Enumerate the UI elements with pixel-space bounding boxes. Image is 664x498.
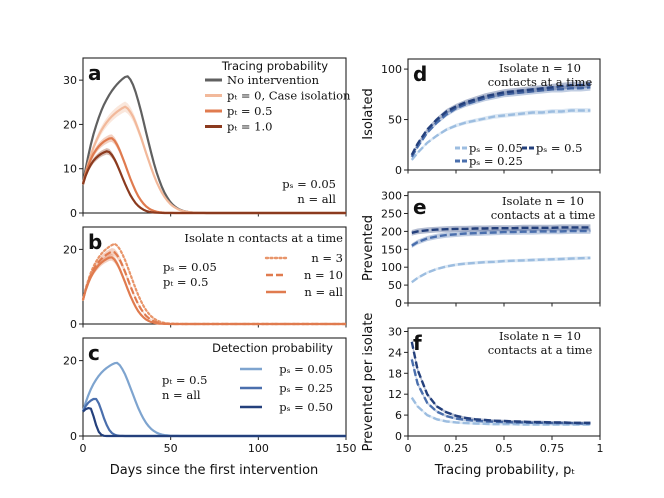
annotation-line: n = all <box>297 192 336 206</box>
legend-label: pₛ = 0.25 <box>279 381 333 395</box>
series-line-1 <box>410 86 591 158</box>
panel-title: Isolate n = 10 <box>499 61 581 75</box>
y-tick-label: 0 <box>395 297 402 310</box>
legend-label: pₜ = 1.0 <box>227 120 272 134</box>
x-tick-label: 1 <box>597 442 604 455</box>
y-tick-label: 300 <box>381 190 402 203</box>
y-tick-label: 12 <box>388 388 402 401</box>
panel-e: 0 50 100 150 200 250 300 e Isolate n = 10contact… <box>361 190 601 310</box>
series-band-3 <box>83 148 346 213</box>
y-axis-label: Isolated <box>361 88 376 140</box>
legend-label: pₛ = 0.25 <box>469 154 523 168</box>
x-tick-label: 50 <box>164 442 178 455</box>
y-tick-label: 0 <box>70 207 77 220</box>
y-tick-label: 18 <box>388 367 402 380</box>
series-line-1 <box>410 359 591 425</box>
y-tick-label: 10 <box>63 163 77 176</box>
series-line-2 <box>81 256 346 326</box>
y-tick-label: 150 <box>381 243 402 256</box>
legend-label: pₜ = 0, Case isolation <box>227 89 351 103</box>
x-axis-label: Days since the first intervention <box>110 463 319 478</box>
legend-label: n = 3 <box>311 251 343 265</box>
series-line-0 <box>81 242 348 326</box>
series-band-2 <box>83 134 346 213</box>
series-band-1 <box>411 356 591 425</box>
panel-b: 0 20 b Isolate n contacts at a time n = 3 n =… <box>63 226 348 331</box>
panel-title: Isolate n = 10 <box>499 329 581 343</box>
y-tick-label: 0 <box>395 430 402 443</box>
y-axis-label: Prevented <box>361 215 376 281</box>
legend-label: pₛ = 0.05 <box>469 141 523 155</box>
series-line-2 <box>411 226 591 234</box>
y-tick-label: 100 <box>381 63 402 76</box>
y-tick-label: 20 <box>63 243 77 256</box>
series-line-0 <box>410 109 591 161</box>
x-tick-label: 150 <box>336 442 357 455</box>
legend-label: n = all <box>304 285 343 299</box>
legend-label: pₛ = 0.50 <box>279 400 333 414</box>
x-tick-label: 0 <box>80 442 87 455</box>
series-line-0 <box>410 397 591 426</box>
y-tick-label: 250 <box>381 207 402 220</box>
annotation-line: pₛ = 0.05 <box>163 260 217 274</box>
x-tick-label: 100 <box>248 442 269 455</box>
series-band-2 <box>411 80 591 157</box>
panel-title: Isolate n = 10 <box>502 194 584 208</box>
panel-label: f <box>413 331 422 355</box>
series-line-2 <box>410 83 591 156</box>
y-tick-label: 50 <box>388 114 402 127</box>
panel-label: c <box>88 341 100 365</box>
legend-label: n = 10 <box>304 268 343 282</box>
y-tick-label: 30 <box>388 325 402 338</box>
x-tick-label: 0.75 <box>540 442 565 455</box>
y-tick-label: 6 <box>395 409 402 422</box>
y-tick-label: 0 <box>70 318 77 331</box>
series-line-3 <box>81 150 346 215</box>
y-tick-label: 100 <box>381 261 402 274</box>
annotation-line: pₜ = 0.5 <box>163 275 208 289</box>
series-line-2 <box>410 341 591 424</box>
x-axis-label: Tracing probability, pₜ <box>434 463 576 478</box>
legend-title: Detection probability <box>212 341 333 355</box>
series-line-2 <box>82 407 346 438</box>
panel-label: b <box>88 230 102 254</box>
legend-label: pₛ = 0.5 <box>536 141 582 155</box>
y-axis-label: Prevented per isolate <box>361 313 376 452</box>
y-tick-label: 30 <box>63 74 77 87</box>
x-tick-label: 0.25 <box>444 442 469 455</box>
panel-title: contacts at a time <box>491 208 596 222</box>
panel-c: 0 20 0 50 100 150 c Detection probability pₛ = 0… <box>63 337 357 478</box>
legend-title: Tracing probability <box>221 59 328 73</box>
y-tick-label: 24 <box>388 346 402 359</box>
y-tick-label: 50 <box>388 279 402 292</box>
series-line-0 <box>411 256 591 284</box>
y-tick-label: 20 <box>63 118 77 131</box>
legend-label: pₛ = 0.05 <box>279 362 333 376</box>
y-tick-label: 20 <box>63 355 77 368</box>
series-line-1 <box>411 229 591 247</box>
series-band-1 <box>411 83 591 159</box>
series-band-1 <box>83 248 346 324</box>
x-tick-label: 0 <box>405 442 412 455</box>
panel-f: 0 6 12 18 24 30 0 0.25 0.5 0.75 1 f Isolate n = 10co… <box>361 313 604 478</box>
annotation-line: pₛ = 0.05 <box>282 177 336 191</box>
legend-label: pₜ = 0.5 <box>227 104 272 118</box>
y-tick-label: 200 <box>381 225 402 238</box>
y-tick-label: 0 <box>395 164 402 177</box>
annotation-line: n = all <box>162 388 201 402</box>
panel-label: e <box>413 195 427 219</box>
panel-title: contacts at a time <box>488 75 593 89</box>
annotation-line: pₜ = 0.5 <box>162 373 207 387</box>
y-tick-label: 0 <box>70 430 77 443</box>
panel-label: a <box>88 61 102 85</box>
legend-title: Isolate n contacts at a time <box>184 231 343 245</box>
panel-title: contacts at a time <box>488 343 593 357</box>
x-tick-label: 0.5 <box>495 442 513 455</box>
panel-label: d <box>413 62 427 86</box>
legend-label: No intervention <box>227 73 320 87</box>
